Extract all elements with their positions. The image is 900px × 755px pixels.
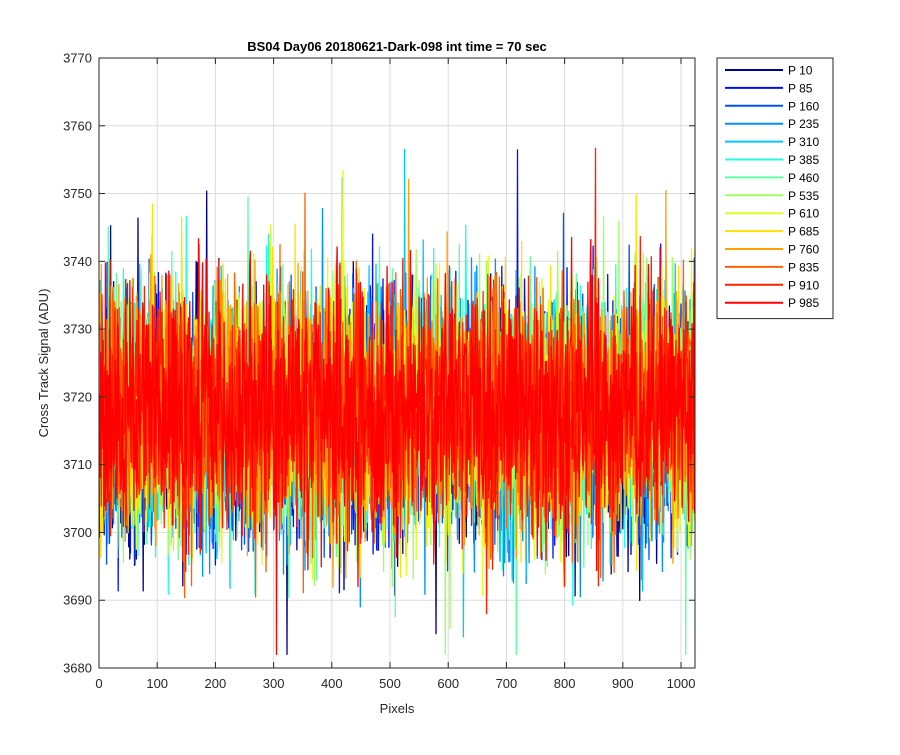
x-tick-label: 700 <box>496 676 518 691</box>
legend-label: P 10 <box>788 64 813 78</box>
legend-label: P 535 <box>788 189 819 203</box>
legend-label: P 610 <box>788 207 819 221</box>
legend-label: P 85 <box>788 81 813 95</box>
plot-frame <box>98 57 696 669</box>
x-tick-label: 800 <box>554 676 576 691</box>
legend-box <box>716 57 834 320</box>
legend-label: P 160 <box>788 99 819 113</box>
ticks: 0 100 200 300 400 500 600 700 800 900 1000 3680 3690… <box>63 51 695 692</box>
y-tick-label: 3680 <box>63 661 92 676</box>
series-line <box>99 236 695 656</box>
legend-label: P 685 <box>788 225 819 239</box>
y-tick-label: 3720 <box>63 389 92 404</box>
legend-label: P 235 <box>788 117 819 131</box>
x-tick-label: 100 <box>146 676 168 691</box>
x-tick-label: 900 <box>612 676 634 691</box>
y-tick-label: 3770 <box>63 51 92 66</box>
chart-title: BS04 Day06 20180621-Dark-098 int time = … <box>247 39 547 54</box>
y-tick-label: 3760 <box>63 118 92 133</box>
y-tick-label: 3740 <box>63 254 92 269</box>
y-tick-label: 3730 <box>63 322 92 337</box>
x-tick-label: 400 <box>321 676 343 691</box>
y-axis-label: Cross Track Signal (ADU) <box>36 289 51 438</box>
x-tick-label: 600 <box>437 676 459 691</box>
series-layer <box>99 147 695 656</box>
y-tick-label: 3750 <box>63 186 92 201</box>
legend: P 10 P 85 P 160 P 235 P 310 P 385 P 460 P 535 P … <box>716 57 834 320</box>
legend-label: P 760 <box>788 243 819 257</box>
legend-label: P 460 <box>788 171 819 185</box>
x-axis-label: Pixels <box>380 701 415 716</box>
x-tick-label: 300 <box>263 676 285 691</box>
x-tick-label: 500 <box>379 676 401 691</box>
legend-label: P 910 <box>788 278 819 292</box>
y-tick-label: 3700 <box>63 525 92 540</box>
x-tick-label: 1000 <box>667 676 696 691</box>
legend-label: P 310 <box>788 135 819 149</box>
y-tick-label: 3710 <box>63 457 92 472</box>
y-tick-label: 3690 <box>63 593 92 608</box>
x-tick-label: 200 <box>205 676 227 691</box>
x-tick-label: 0 <box>95 676 102 691</box>
legend-label: P 985 <box>788 296 819 310</box>
legend-label: P 835 <box>788 260 819 274</box>
legend-label: P 385 <box>788 153 819 167</box>
